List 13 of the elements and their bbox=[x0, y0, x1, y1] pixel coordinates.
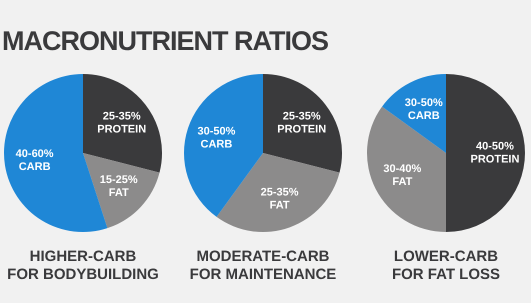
slice-label: 25-35% PROTEIN bbox=[97, 110, 146, 136]
chart-title: MACRONUTRIENT RATIOS bbox=[2, 26, 328, 57]
text: LOWER-CARB FOR FAT LOSS bbox=[390, 248, 502, 284]
slice-label: 30-50% CARB bbox=[404, 96, 443, 122]
text: MODERATE-CARB FOR MAINTENANCE bbox=[188, 248, 338, 284]
slice-label: 40-60% CARB bbox=[16, 148, 54, 174]
slice-label: 30-50% CARB bbox=[197, 125, 236, 150]
text: HIGHER-CARB FOR BODYBUILDING bbox=[6, 248, 160, 284]
slice-label: 25-35% PROTEIN bbox=[277, 110, 326, 136]
slice-label: 25-35% FAT bbox=[260, 186, 299, 212]
slice-label: 30-40% FAT bbox=[383, 162, 422, 188]
slice-label: 40-50% PROTEIN bbox=[470, 140, 520, 166]
slice-label: 15-25% FAT bbox=[100, 174, 138, 200]
